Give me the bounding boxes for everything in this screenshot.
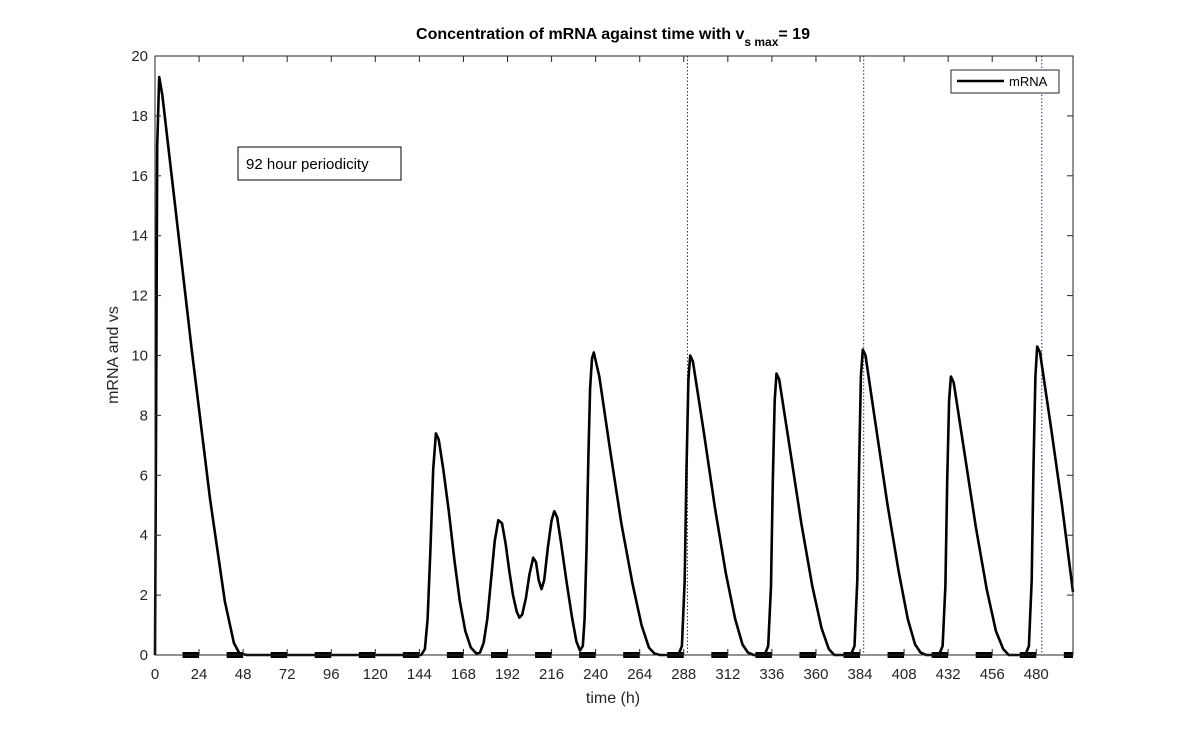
y-tick-label: 18 <box>131 108 148 125</box>
x-tick-label: 144 <box>407 666 432 683</box>
chart-title: Concentration of mRNA against time with … <box>416 26 810 49</box>
y-tick-label: 2 <box>140 587 148 604</box>
x-tick-label: 312 <box>715 666 740 683</box>
y-axis-label: mRNA and vs <box>105 306 122 404</box>
x-tick-label: 168 <box>451 666 476 683</box>
y-tick-label: 10 <box>131 348 148 365</box>
x-tick-label: 456 <box>980 666 1005 683</box>
y-tick-label: 12 <box>131 288 148 305</box>
legend-frame <box>950 69 1060 94</box>
y-tick-label: 0 <box>140 647 148 664</box>
x-tick-label: 336 <box>759 666 784 683</box>
title-subscript: s max <box>744 35 778 49</box>
y-tick-label: 16 <box>131 168 148 185</box>
annotation-frame <box>237 146 402 181</box>
legend-label-mrna: mRNA <box>1009 74 1048 89</box>
title-prefix: Concentration of mRNA against time with … <box>416 26 744 43</box>
x-tick-label: 360 <box>803 666 828 683</box>
y-tick-label: 8 <box>140 407 148 424</box>
x-tick-label: 72 <box>279 666 296 683</box>
legend: mRNA <box>950 69 1060 94</box>
x-tick-label: 240 <box>583 666 608 683</box>
x-tick-label: 192 <box>495 666 520 683</box>
y-tick-label: 14 <box>131 228 148 245</box>
x-tick-label: 216 <box>539 666 564 683</box>
y-tick-label: 6 <box>140 467 148 484</box>
x-tick-label: 384 <box>848 666 873 683</box>
x-tick-label: 0 <box>151 666 159 683</box>
x-tick-label: 480 <box>1024 666 1049 683</box>
x-axis-label: time (h) <box>586 690 640 707</box>
title-suffix: = 19 <box>778 26 810 43</box>
x-tick-label: 48 <box>235 666 252 683</box>
y-tick-label: 4 <box>140 527 148 544</box>
x-tick-label: 264 <box>627 666 652 683</box>
annotation-box: 92 hour periodicity <box>237 146 402 181</box>
x-axis: 0 24 48 72 96 120 144 168 192 216 240 264 288 312 336 3… <box>151 56 1049 683</box>
plot-area <box>155 56 1073 655</box>
x-tick-label: 96 <box>323 666 340 683</box>
x-tick-label: 24 <box>191 666 208 683</box>
x-tick-label: 432 <box>936 666 961 683</box>
x-tick-label: 408 <box>892 666 917 683</box>
y-tick-label: 20 <box>131 48 148 65</box>
x-tick-label: 288 <box>671 666 696 683</box>
x-tick-label: 120 <box>363 666 388 683</box>
annotation-text: 92 hour periodicity <box>246 156 369 173</box>
y-axis: 0 2 4 6 8 10 12 14 16 18 20 <box>131 48 1073 664</box>
